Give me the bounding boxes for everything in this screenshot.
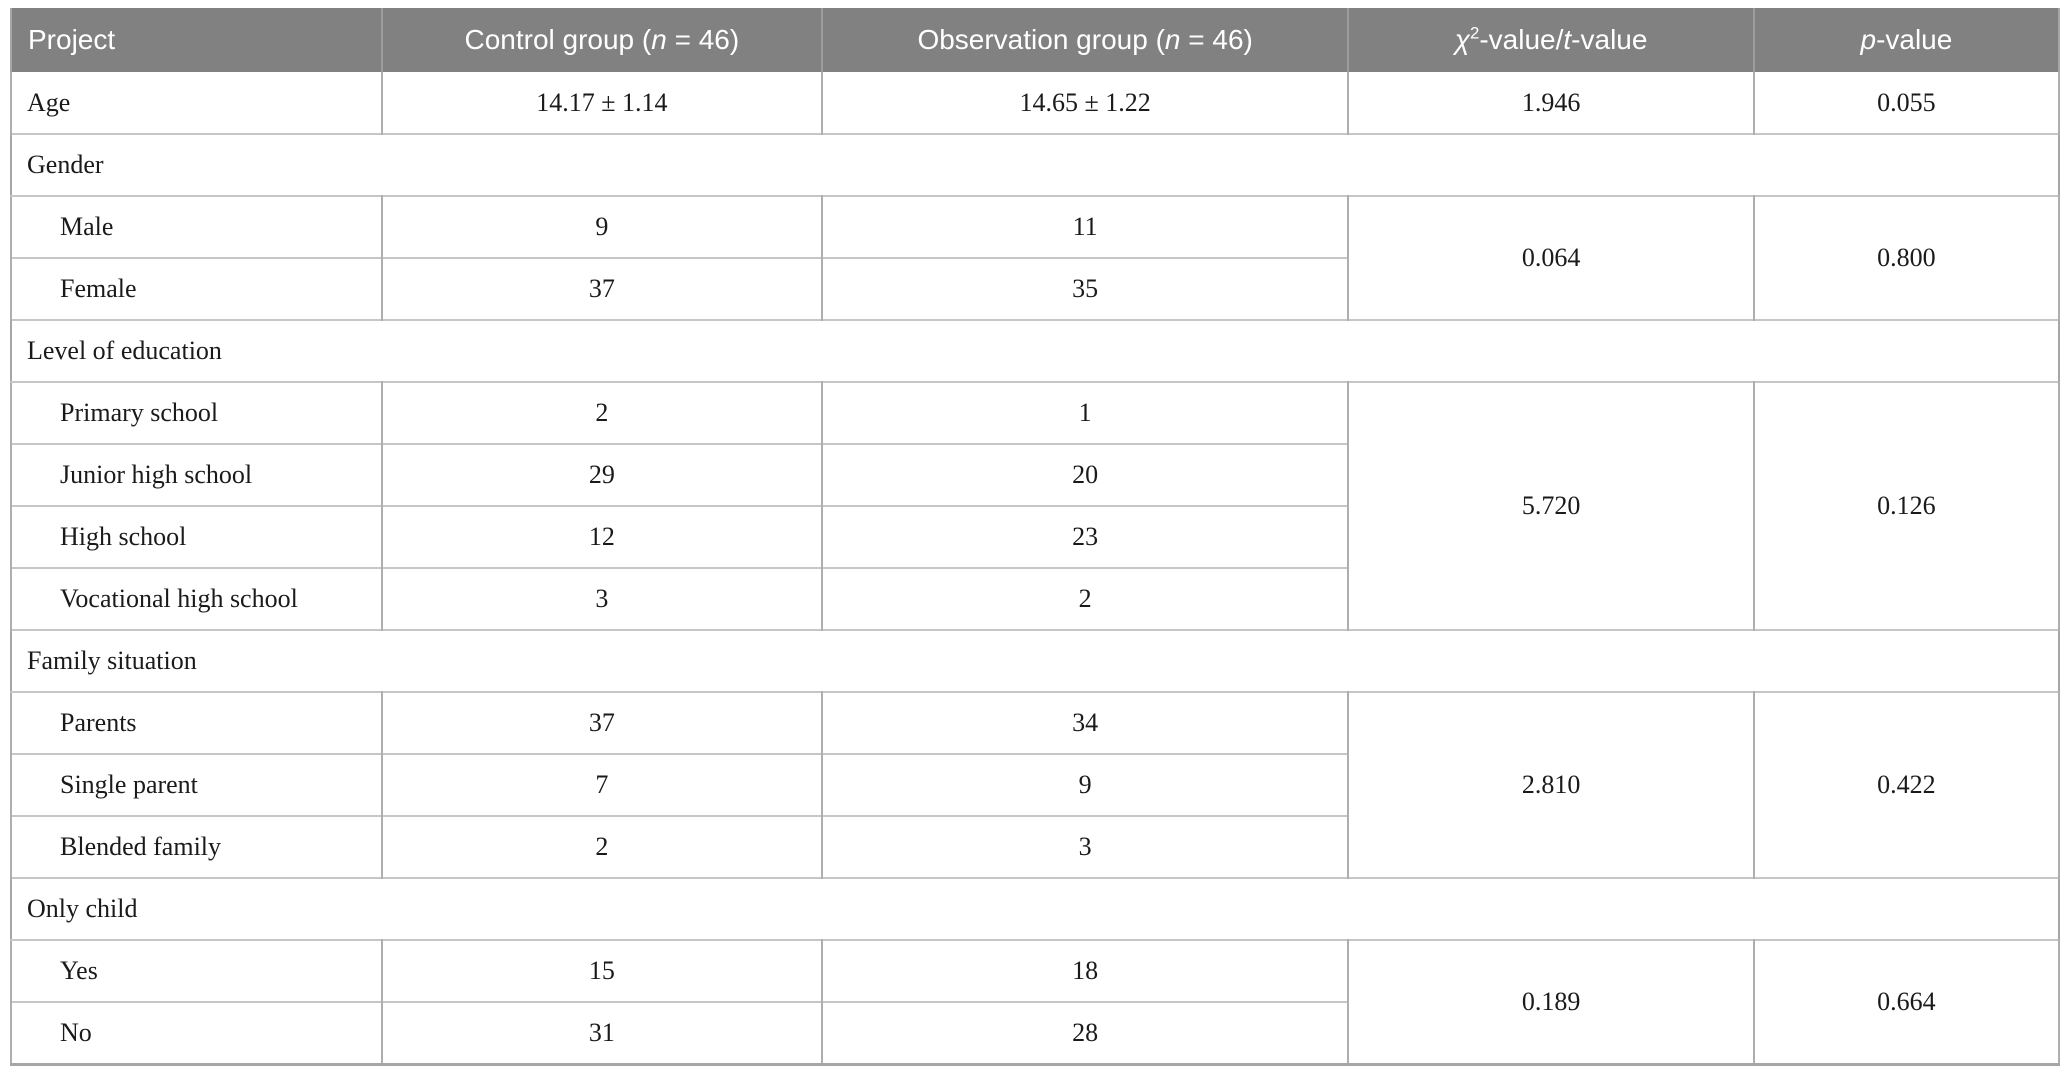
section-p-cell: 0.126 [1752,381,2061,630]
control-value-cell: 37 [380,691,824,754]
row-label-cell: Male [10,195,383,258]
row-label-cell: Single parent [10,753,383,816]
section-title-only-child: Only child [11,877,2059,940]
age-observation-cell: 14.65 ± 1.22 [820,72,1350,134]
control-value-cell: 31 [380,1001,824,1064]
row-label-cell: High school [10,505,383,568]
header-p-value: p-value [1752,8,2059,72]
row-label-cell: Primary school [10,381,383,444]
table-row-single-parent: Single parent 7 9 [10,753,2059,816]
control-value-cell: 7 [380,753,824,816]
section-stat-cell: 0.189 [1347,939,1755,1064]
section-title-row-education: Level of education [11,319,2059,382]
section-title-education: Level of education [11,319,2059,382]
control-value-cell: 2 [380,815,824,878]
demographics-table-wrap: Project Control group (n = 46) Observati… [10,8,2061,1066]
row-label-cell: Yes [10,939,383,1002]
row-label-cell: No [10,1001,383,1064]
table-row-high-school: High school 12 23 [10,505,2059,568]
header-project: Project [11,8,382,72]
observation-value-cell: 28 [820,1001,1350,1064]
section-stat-cell: 0.064 [1347,195,1755,320]
control-value-cell: 37 [380,257,824,320]
section-stat-cell: 5.720 [1347,381,1755,630]
age-control-cell: 14.17 ± 1.14 [380,72,824,134]
observation-value-cell: 2 [820,567,1350,630]
row-label-cell: Parents [10,691,383,754]
observation-value-cell: 20 [820,443,1350,506]
observation-value-cell: 18 [820,939,1350,1002]
table-row-parents: Parents 37 34 2.810 0.422 [10,691,2061,878]
observation-value-cell: 9 [820,753,1350,816]
header-observation-group: Observation group (n = 46) [820,8,1349,72]
control-value-cell: 29 [380,443,824,506]
observation-value-cell: 34 [820,691,1350,754]
section-title-gender: Gender [11,133,2059,196]
control-value-cell: 2 [380,381,824,444]
age-p-cell: 0.055 [1752,72,2061,134]
header-control-group: Control group (n = 46) [380,8,822,72]
section-title-row-gender: Gender [11,133,2059,196]
age-stat-cell: 1.946 [1347,72,1755,134]
observation-value-cell: 1 [820,381,1350,444]
age-row: Age 14.17 ± 1.14 14.65 ± 1.22 1.946 0.05… [10,72,2061,134]
control-value-cell: 15 [380,939,824,1002]
control-value-cell: 12 [380,505,824,568]
section-title-row-family: Family situation [11,629,2059,692]
age-label-cell: Age [10,72,383,134]
section-p-cell: 0.422 [1752,691,2061,878]
row-label-cell: Junior high school [10,443,383,506]
demographics-table: Project Control group (n = 46) Observati… [10,8,2061,1066]
header-chi-t-value: χ2-value/t-value [1347,8,1754,72]
section-title-family: Family situation [11,629,2059,692]
section-stat-cell: 2.810 [1347,691,1755,878]
control-value-cell: 9 [380,195,824,258]
observation-value-cell: 3 [820,815,1350,878]
section-title-row-only-child: Only child [11,877,2059,940]
table-row-junior-high: Junior high school 29 20 [10,443,2059,506]
table-row-no: No 31 28 [10,1001,2059,1064]
control-value-cell: 3 [380,567,824,630]
table-row-vocational-high: Vocational high school 3 2 [10,567,2059,630]
table-row-blended-family: Blended family 2 3 [10,815,2059,878]
observation-value-cell: 11 [820,195,1350,258]
section-p-cell: 0.664 [1752,939,2061,1064]
row-label-cell: Vocational high school [10,567,383,630]
header-row: Project Control group (n = 46) Observati… [11,8,2059,72]
row-label-cell: Female [10,257,383,320]
table-row-primary-school: Primary school 2 1 5.720 0.126 [10,381,2061,630]
table-row-yes: Yes 15 18 0.189 0.664 [10,939,2061,1064]
table-row-female: Female 37 35 [10,257,2059,320]
section-p-cell: 0.800 [1752,195,2061,320]
observation-value-cell: 23 [820,505,1350,568]
observation-value-cell: 35 [820,257,1350,320]
row-label-cell: Blended family [10,815,383,878]
table-row-male: Male 9 11 0.064 0.800 [10,195,2061,320]
